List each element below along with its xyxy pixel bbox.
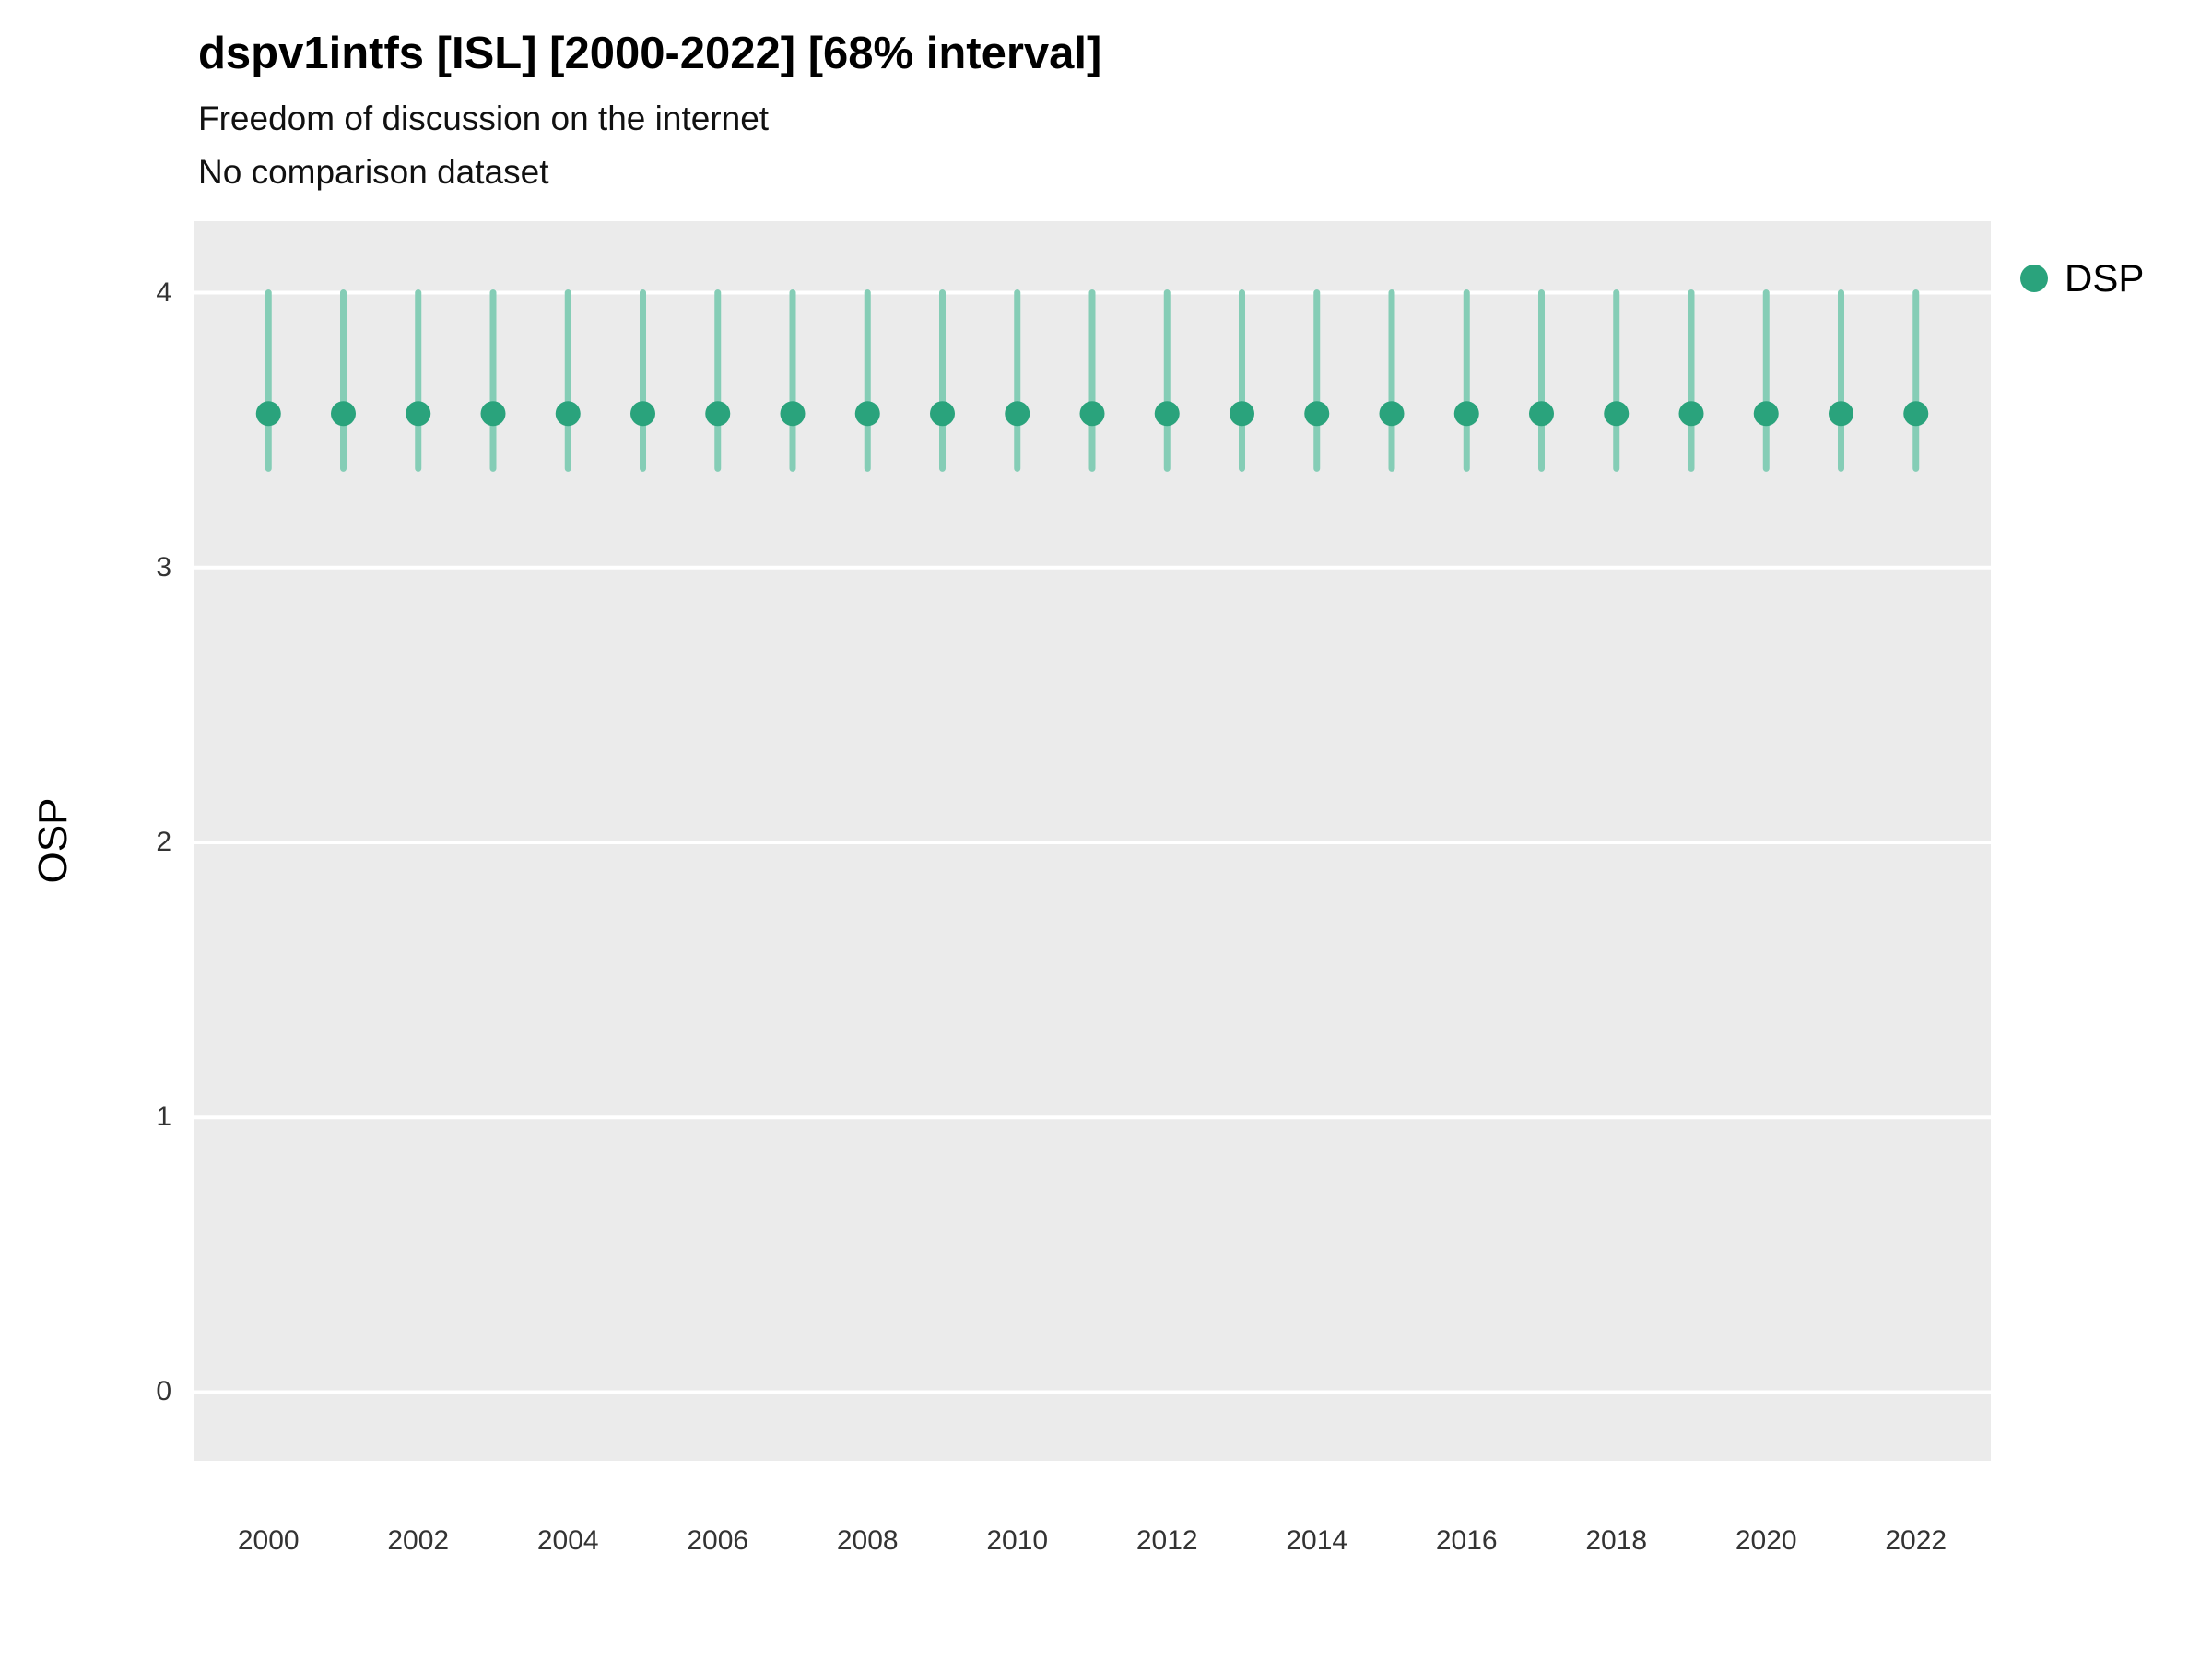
- y-axis-label: OSP: [30, 797, 76, 884]
- x-tick-label: 2020: [1735, 1525, 1797, 1556]
- chart-subtitle-2: No comparison dataset: [198, 153, 549, 191]
- data-point: [705, 401, 731, 427]
- chart-subtitle: Freedom of discussion on the internet: [198, 100, 770, 137]
- data-point: [480, 401, 506, 427]
- y-tick-label: 3: [156, 551, 171, 582]
- x-tick-label: 2022: [1885, 1525, 1947, 1556]
- data-point: [1005, 401, 1030, 427]
- data-point: [930, 401, 955, 427]
- data-point: [1154, 401, 1180, 427]
- data-point: [255, 401, 281, 427]
- legend: DSP: [2020, 256, 2144, 300]
- x-tick-label: 2010: [986, 1525, 1049, 1556]
- data-point: [1304, 401, 1330, 427]
- data-point: [1903, 401, 1929, 427]
- y-tick-label: 4: [156, 276, 171, 308]
- y-tick-label: 1: [156, 1101, 171, 1133]
- x-tick-label: 2000: [237, 1525, 300, 1556]
- x-tick-label: 2008: [836, 1525, 899, 1556]
- data-point: [1079, 401, 1105, 427]
- y-tick-label: 2: [156, 826, 171, 857]
- data-point: [1230, 401, 1254, 427]
- data-point: [1678, 401, 1704, 427]
- data-point: [331, 401, 356, 427]
- data-point: [555, 401, 581, 427]
- data-point: [1753, 401, 1779, 427]
- data-point: [1453, 401, 1479, 427]
- x-tick-label: 2016: [1435, 1525, 1498, 1556]
- x-tick-label: 2006: [687, 1525, 749, 1556]
- data-point: [406, 401, 431, 427]
- data-point: [1379, 401, 1405, 427]
- data-point: [854, 401, 880, 427]
- plot-panel: [194, 221, 1991, 1461]
- chart-title: dspv1intfs [ISL] [2000-2022] [68% interv…: [198, 29, 1102, 78]
- x-tick-label: 2004: [536, 1525, 599, 1556]
- x-tick-label: 2002: [387, 1525, 450, 1556]
- legend-label: DSP: [2065, 256, 2145, 300]
- data-point: [1529, 401, 1554, 427]
- data-point: [1604, 401, 1630, 427]
- x-tick-label: 2018: [1585, 1525, 1648, 1556]
- legend-point-icon: [2020, 265, 2048, 292]
- data-point: [780, 401, 806, 427]
- x-tick-label: 2014: [1286, 1525, 1348, 1556]
- x-tick-label: 2012: [1135, 1525, 1198, 1556]
- plot-svg: [194, 289, 1991, 1394]
- data-point: [1829, 401, 1853, 427]
- data-point: [630, 401, 655, 427]
- y-tick-label: 0: [156, 1376, 171, 1407]
